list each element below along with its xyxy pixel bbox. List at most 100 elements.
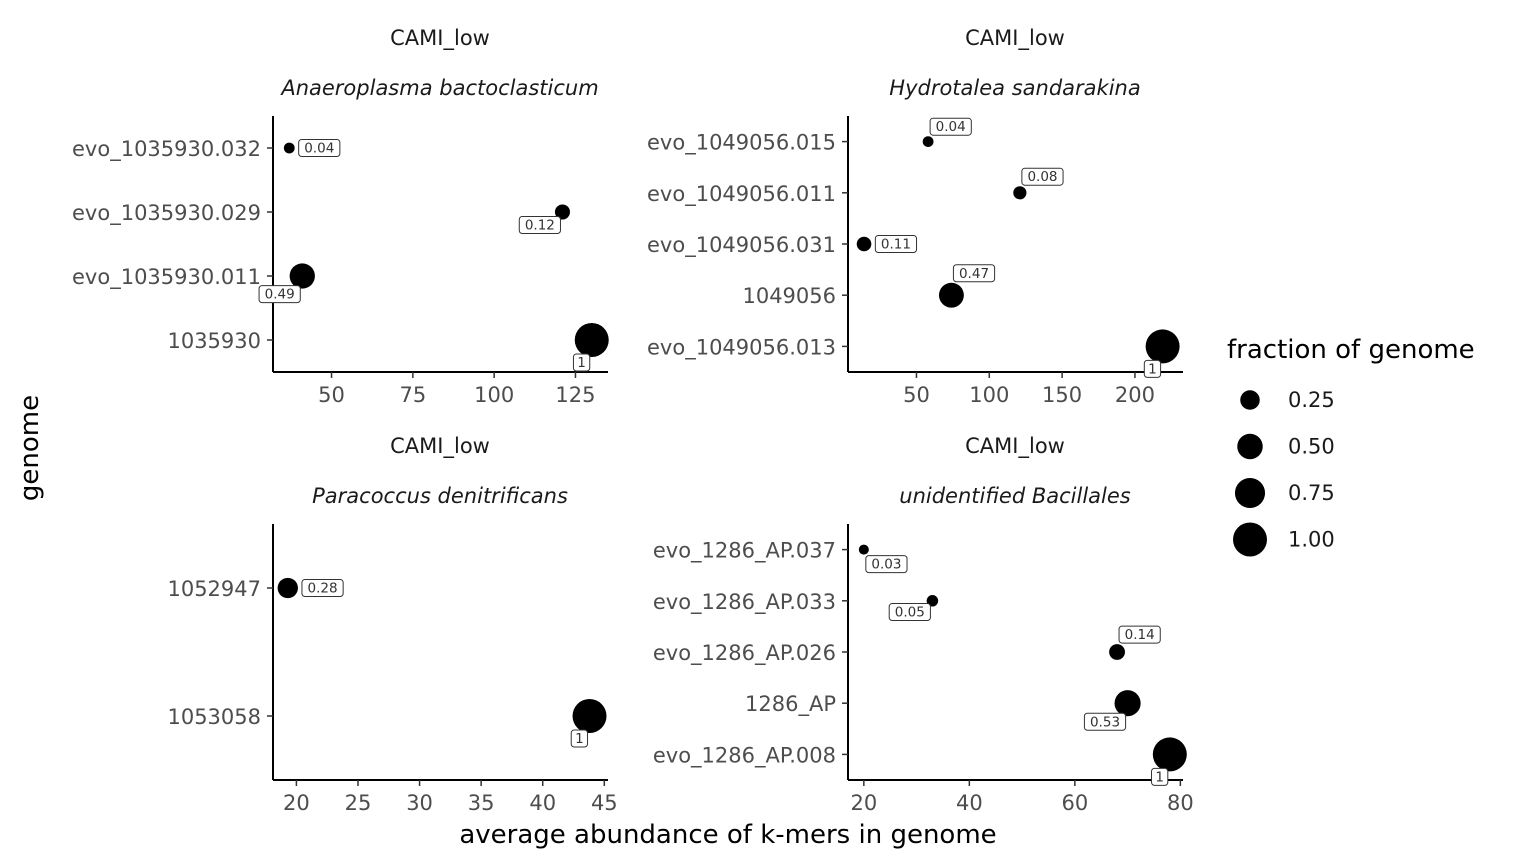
point-label: 1 [570,729,589,748]
svg-text:1: 1 [1155,769,1164,785]
y-tick-label: evo_1286_AP.026 [653,641,836,666]
data-point [856,236,872,252]
point-label: 0.04 [298,139,341,157]
x-tick-label: 200 [1115,383,1155,407]
facet-strip-top: CAMI_low [965,434,1065,459]
svg-text:0.03: 0.03 [871,557,901,573]
point-label: 0.04 [929,117,972,136]
legend-key [1240,390,1260,410]
facet-strip-top: CAMI_low [965,26,1065,51]
y-axis-label: genome [15,395,45,501]
point-label: 1 [1143,359,1162,378]
facet-panel: CAMI_low Hydrotalea sandarakina evo_104905… [647,26,1183,407]
data-point [554,204,570,220]
x-tick-label: 60 [1061,791,1088,815]
point-label: 0.47 [952,264,996,283]
point-label: 0.05 [888,603,931,622]
svg-text:0.53: 0.53 [1090,714,1120,730]
data-point [289,263,315,289]
data-point [572,699,607,733]
legend-item: 0.25 [1240,388,1335,412]
x-tick-label: 35 [468,791,495,815]
y-tick-label: 1052947 [167,577,261,601]
svg-text:0.47: 0.47 [959,266,989,282]
x-tick-label: 50 [903,383,930,407]
legend-title: fraction of genome [1227,335,1475,365]
data-point [938,282,964,308]
facet-strip-species: Paracoccus denitrificans [312,484,568,508]
data-point [1013,186,1027,200]
y-tick-label: evo_1049056.015 [647,131,836,156]
data-point [1109,644,1125,660]
point-label: 0.12 [518,216,561,235]
y-tick-label: evo_1286_AP.037 [653,539,836,564]
y-tick-label: evo_1286_AP.008 [653,743,836,768]
facet-strip-species: unidentified Bacillales [899,484,1131,508]
svg-text:0.28: 0.28 [308,581,338,597]
y-tick-label: evo_1049056.031 [647,233,836,258]
legend-key [1233,522,1267,557]
point-label: 0.08 [1021,167,1064,186]
y-tick-label: 1053058 [167,705,261,729]
size-legend: fraction of genome 0.25 0.50 0.75 1.00 [1227,335,1475,557]
legend-label: 0.75 [1288,481,1335,505]
data-point [277,577,298,599]
data-point [574,323,609,357]
svg-text:0.08: 0.08 [1027,169,1057,185]
facet-panel: CAMI_low unidentified Bacillales evo_1286_… [653,434,1194,815]
point-label: 0.28 [301,579,344,597]
facet-panels: CAMI_low Anaeroplasma bactoclasticum evo_1… [72,26,1194,815]
facet-strip-top: CAMI_low [390,26,490,51]
y-tick-label: evo_1049056.013 [647,335,836,360]
legend-key [1237,433,1263,460]
point-label: 0.14 [1118,625,1161,644]
data-point [858,544,869,555]
y-tick-label: evo_1035930.032 [72,137,261,162]
point-label: 0.53 [1083,712,1127,731]
x-tick-label: 100 [969,383,1009,407]
x-tick-label: 30 [406,791,433,815]
x-tick-label: 125 [555,383,595,407]
x-tick-label: 100 [474,383,514,407]
svg-text:0.05: 0.05 [895,605,925,621]
legend-item: 1.00 [1233,522,1335,557]
x-tick-label: 75 [399,383,426,407]
x-tick-label: 50 [318,383,345,407]
x-tick-label: 40 [956,791,983,815]
facet-strip-top: CAMI_low [390,434,490,459]
facet-strip-species: Anaeroplasma bactoclasticum [279,76,598,100]
data-point [283,142,295,154]
svg-text:0.04: 0.04 [936,119,966,135]
point-label: 0.49 [258,285,301,304]
facet-panel: CAMI_low Anaeroplasma bactoclasticum evo_1… [72,26,609,407]
svg-text:1: 1 [1148,361,1157,377]
y-tick-label: evo_1035930.011 [72,265,261,290]
x-tick-label: 45 [591,791,618,815]
y-tick-label: evo_1049056.011 [647,182,836,207]
svg-text:0.04: 0.04 [304,141,334,157]
data-point [922,136,934,148]
x-tick-label: 20 [283,791,310,815]
svg-text:0.14: 0.14 [1125,627,1155,643]
legend-label: 1.00 [1288,528,1335,552]
legend-item: 0.50 [1237,433,1335,460]
data-point [1152,737,1187,772]
y-tick-label: evo_1286_AP.033 [653,590,836,615]
svg-text:0.49: 0.49 [265,287,295,303]
y-tick-label: evo_1035930.029 [72,201,261,226]
y-tick-label: 1035930 [167,329,261,353]
legend-label: 0.50 [1288,435,1335,459]
legend-item: 0.75 [1234,477,1335,509]
facet-panel: CAMI_low Paracoccus denitrificans 1052947 1… [167,434,617,815]
y-tick-label: 1049056 [742,284,836,308]
svg-text:1: 1 [577,355,586,371]
svg-text:0.11: 0.11 [881,237,911,253]
x-axis-label: average abundance of k-mers in genome [459,820,996,850]
point-label: 0.03 [865,555,908,574]
svg-text:1: 1 [575,731,584,747]
y-tick-label: 1286_AP [745,692,836,717]
point-label: 1 [572,353,591,372]
x-tick-label: 25 [345,791,372,815]
data-point [1145,329,1180,364]
